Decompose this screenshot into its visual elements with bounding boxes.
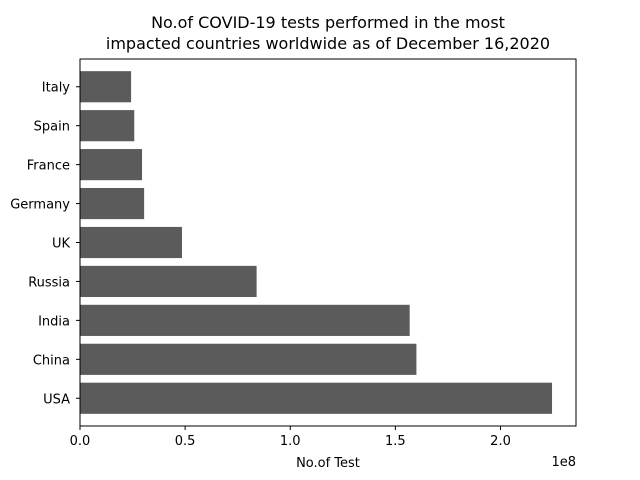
bar-usa [80,382,553,414]
y-tick-label-india: India [38,314,70,329]
bars-group [80,71,553,414]
x-tick-label: 0.0 [70,434,91,449]
x-axis-label: No.of Test [296,456,360,471]
x-tick-label: 1.5 [385,434,406,449]
plot-frame [79,58,577,427]
y-tick-label-usa: USA [43,392,70,407]
bar-uk [80,226,182,259]
chart-title-line-2: impacted countries worldwide as of Decem… [106,34,550,53]
bar-france [80,149,143,181]
bar-germany [80,187,145,220]
bar-spain [80,110,135,142]
bar-china [80,343,417,375]
x-tick-label: 0.5 [175,434,196,449]
y-tick-label-china: China [33,353,70,368]
x-tick-label: 1.0 [280,434,301,449]
y-tick-label-russia: Russia [28,275,70,290]
y-axis-ticks: USA China India Russia UK Germany France Spain I… [10,81,80,407]
x-axis-offset-label: 1e8 [551,455,576,470]
y-tick-label-spain: Spain [34,120,70,135]
bar-india [80,304,410,336]
y-tick-label-uk: UK [52,237,71,252]
x-axis-ticks: 0.0 0.5 1.0 1.5 2.0 [70,426,511,449]
bar-russia [80,265,257,298]
bar-italy [80,71,132,103]
y-tick-label-france: France [27,159,70,174]
x-tick-label: 2.0 [490,434,511,449]
chart-title-line-1: No.of COVID-19 tests performed in the mo… [151,13,505,32]
y-tick-label-italy: Italy [42,81,71,96]
y-tick-label-germany: Germany [10,198,70,213]
